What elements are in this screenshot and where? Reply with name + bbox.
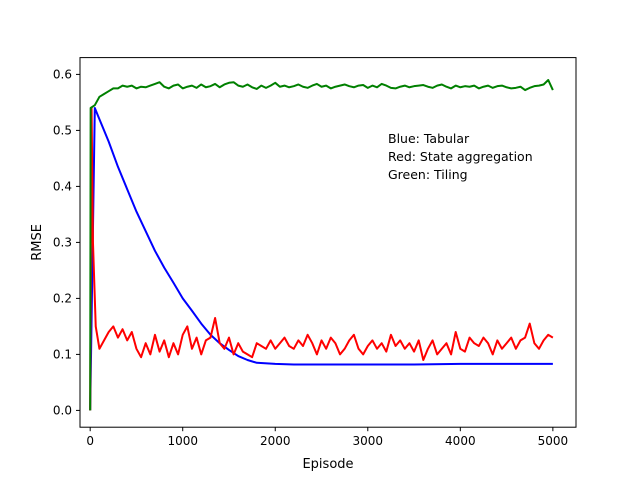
x-tick-label: 3000	[353, 434, 384, 448]
legend-annotation-line: Green: Tiling	[388, 167, 468, 182]
series-line-2	[89, 79, 554, 411]
y-tick-label: 0.1	[53, 347, 72, 361]
x-axis-label: Episode	[302, 457, 353, 472]
series-line-0	[89, 107, 553, 411]
legend-annotation: Blue: Tabular Red: State aggregation Green…	[388, 131, 533, 182]
legend-annotation-line: Red: State aggregation	[388, 149, 533, 164]
y-tick-label: 0.2	[53, 291, 72, 305]
x-tick-label: 4000	[445, 434, 476, 448]
x-tick-label: 1000	[167, 434, 198, 448]
x-tick-label: 5000	[538, 434, 569, 448]
series-layer	[89, 79, 554, 411]
x-tick-label: 2000	[260, 434, 291, 448]
legend-annotation-line: Blue: Tabular	[388, 131, 470, 146]
x-tick-label: 0	[86, 434, 94, 448]
y-axis-label: RMSE	[30, 224, 45, 261]
series-line-1	[89, 107, 554, 411]
y-tick-label: 0.6	[53, 67, 72, 81]
tick-layer: 0 1000 2000 3000 4000 5000 0.0 0.1 0.2 0.3 0.4 0.5 0…	[53, 67, 568, 448]
y-tick-label: 0.4	[53, 179, 72, 193]
y-tick-label: 0.5	[53, 123, 72, 137]
y-tick-label: 0.3	[53, 235, 72, 249]
y-tick-label: 0.0	[53, 403, 72, 417]
